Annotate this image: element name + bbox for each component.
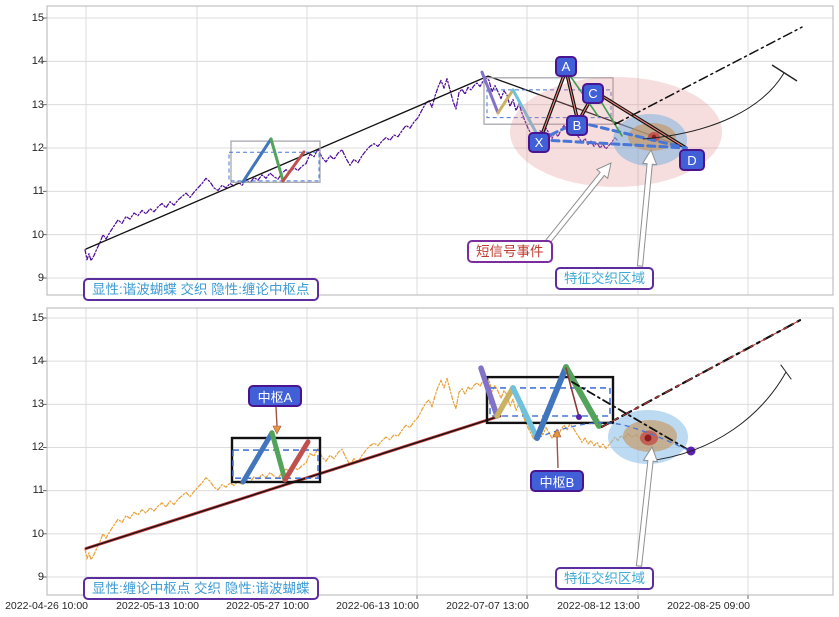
y-tick-label: 14 [31, 55, 44, 67]
trace-dashed-curve [536, 422, 692, 452]
y-tick-label: 13 [31, 99, 44, 111]
pivot-arrow-shaft [275, 406, 278, 427]
zigzag-stroke [478, 365, 500, 419]
zigzag-stroke [510, 385, 540, 441]
hollow-arrow [543, 162, 612, 247]
y-tick-label: 15 [31, 12, 44, 24]
pattern-point-label-d: D [679, 149, 705, 171]
y-tick-label: 10 [31, 229, 44, 241]
panel-spine [46, 307, 834, 596]
x-tick-label: 2022-06-13 10:00 [336, 600, 419, 612]
y-tick-label: 11 [32, 484, 44, 496]
connector-line [565, 367, 580, 418]
x-tick-label: 2022-07-07 13:00 [446, 600, 529, 612]
marker-dot [576, 414, 582, 420]
projection-line [571, 380, 692, 453]
zigzag-stroke [563, 364, 602, 429]
x-tick-label: 2022-08-25 09:00 [667, 600, 750, 612]
annotation-curve [642, 72, 785, 140]
pattern-point-label-x: X [528, 132, 550, 153]
y-tick-label: 9 [37, 571, 44, 583]
panel-top [43, 5, 834, 296]
y-tick-label: 15 [31, 312, 44, 324]
zigzag-stroke [269, 430, 288, 483]
zigzag-stroke [240, 430, 275, 485]
trend-line [85, 75, 687, 250]
zigzag-stroke [534, 364, 569, 441]
pivot-arrow-shaft [556, 436, 559, 469]
hollow-arrow [636, 148, 658, 267]
panel-bottom [43, 307, 834, 599]
caption-top: 显性:谐波蝴蝶 交织 隐性:缠论中枢点 [83, 278, 319, 301]
pivot-box [230, 140, 321, 183]
t-cap-marker [771, 64, 798, 82]
zigzag-stroke [282, 439, 311, 483]
x-tick-label: 2022-08-12 13:00 [557, 600, 640, 612]
y-tick-label: 13 [31, 398, 44, 410]
pivot-arrow-head [272, 425, 282, 435]
x-tick-label: 2022-04-26 10:00 [5, 600, 88, 612]
pattern-dashed-line [538, 138, 688, 150]
projection-line [614, 26, 803, 125]
projection-line [601, 319, 801, 428]
y-tick-label: 11 [32, 185, 44, 197]
price-line-bottom [84, 376, 645, 561]
caption-bottom: 显性:缠论中枢点 交织 隐性:谐波蝴蝶 [83, 577, 319, 600]
arrowhead-stroke [785, 371, 792, 380]
y-tick-label: 12 [31, 441, 44, 453]
hollow-arrow [635, 445, 659, 567]
pivot-box [485, 375, 615, 425]
y-tick-label: 12 [31, 142, 44, 154]
pivot-b-label: 中枢B [530, 470, 584, 492]
zigzag-stroke [511, 88, 542, 142]
zigzag-stroke [496, 88, 515, 115]
zigzag-stroke [269, 137, 285, 183]
feature-ellipse [644, 434, 652, 442]
y-tick-label: 14 [31, 355, 44, 367]
panel-spine [46, 5, 834, 296]
pattern-point-label-b: B [566, 115, 588, 136]
zigzag-stroke [241, 137, 273, 184]
feature-zone-label-bottom: 特征交织区域 [555, 567, 654, 590]
zigzag-stroke [281, 150, 306, 183]
annotation-curve [647, 371, 787, 462]
pivot-arrow-head [552, 428, 562, 438]
y-tick-label: 9 [37, 272, 44, 284]
x-tick-label: 2022-05-27 10:00 [226, 600, 309, 612]
x-tick-label: 2022-05-13 10:00 [116, 600, 199, 612]
zigzag-stroke [480, 70, 500, 115]
pivot-a-label: 中枢A [248, 385, 302, 407]
pattern-dashed-line [576, 120, 688, 150]
arrowhead-stroke [780, 364, 787, 373]
pattern-point-label-c: C [582, 83, 604, 104]
pattern-point-label-a: A [555, 56, 577, 77]
feature-zone-label-top: 特征交织区域 [555, 267, 654, 290]
pivot-box [228, 151, 320, 182]
y-tick-label: 10 [31, 528, 44, 540]
short-signal-label: 短信号事件 [467, 240, 553, 263]
zigzag-stroke [494, 385, 516, 419]
